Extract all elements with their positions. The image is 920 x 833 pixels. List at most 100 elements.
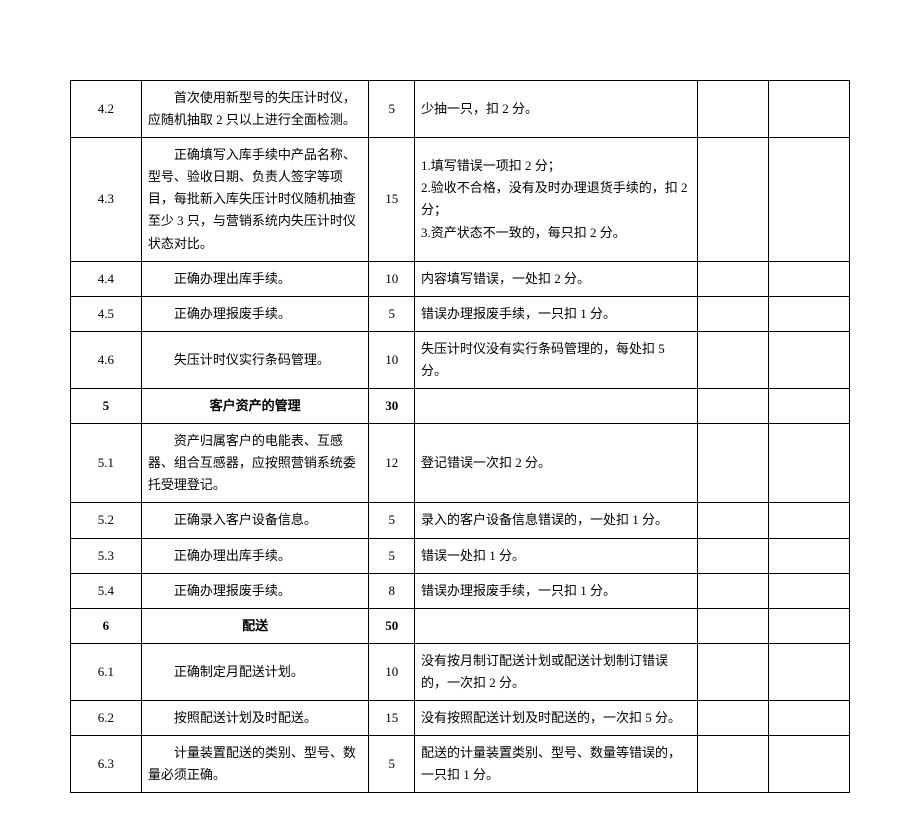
row-blank-1 <box>698 700 769 735</box>
row-id: 6.1 <box>71 643 142 700</box>
table-row: 5.4正确办理报废手续。8错误办理报废手续，一只扣 1 分。 <box>71 573 850 608</box>
row-blank-2 <box>769 573 850 608</box>
row-description: 配送 <box>141 608 369 643</box>
row-score: 12 <box>369 424 415 503</box>
row-score: 8 <box>369 573 415 608</box>
table-row: 6.2按照配送计划及时配送。15没有按照配送计划及时配送的，一次扣 5 分。 <box>71 700 850 735</box>
row-score: 5 <box>369 503 415 538</box>
table-row: 6配送50 <box>71 608 850 643</box>
row-id: 5 <box>71 389 142 424</box>
row-rule: 失压计时仪没有实行条码管理的，每处扣 5 分。 <box>414 331 697 388</box>
row-score: 30 <box>369 389 415 424</box>
row-blank-2 <box>769 81 850 138</box>
row-blank-2 <box>769 700 850 735</box>
row-description: 客户资产的管理 <box>141 389 369 424</box>
row-id: 4.2 <box>71 81 142 138</box>
row-blank-1 <box>698 81 769 138</box>
row-rule: 内容填写错误，一处扣 2 分。 <box>414 261 697 296</box>
row-blank-2 <box>769 424 850 503</box>
row-rule: 1.填写错误一项扣 2 分；2.验收不合格，没有及时办理退货手续的，扣 2 分；… <box>414 138 697 261</box>
row-blank-1 <box>698 138 769 261</box>
row-id: 6.3 <box>71 736 142 793</box>
row-description: 正确录入客户设备信息。 <box>141 503 369 538</box>
row-description: 正确办理出库手续。 <box>141 538 369 573</box>
row-blank-1 <box>698 608 769 643</box>
row-blank-1 <box>698 424 769 503</box>
row-description: 首次使用新型号的失压计时仪，应随机抽取 2 只以上进行全面检测。 <box>141 81 369 138</box>
row-rule <box>414 389 697 424</box>
row-blank-1 <box>698 296 769 331</box>
row-rule: 错误一处扣 1 分。 <box>414 538 697 573</box>
row-blank-2 <box>769 608 850 643</box>
row-rule: 错误办理报废手续，一只扣 1 分。 <box>414 573 697 608</box>
row-rule: 没有按月制订配送计划或配送计划制订错误的，一次扣 2 分。 <box>414 643 697 700</box>
row-description: 按照配送计划及时配送。 <box>141 700 369 735</box>
row-description: 正确办理出库手续。 <box>141 261 369 296</box>
row-description: 正确办理报废手续。 <box>141 573 369 608</box>
row-blank-2 <box>769 138 850 261</box>
row-id: 6 <box>71 608 142 643</box>
row-description: 计量装置配送的类别、型号、数量必须正确。 <box>141 736 369 793</box>
table-row: 5.2正确录入客户设备信息。5录入的客户设备信息错误的，一处扣 1 分。 <box>71 503 850 538</box>
row-score: 5 <box>369 736 415 793</box>
row-description: 失压计时仪实行条码管理。 <box>141 331 369 388</box>
row-id: 4.3 <box>71 138 142 261</box>
table-row: 4.5正确办理报废手续。5错误办理报废手续，一只扣 1 分。 <box>71 296 850 331</box>
row-score: 10 <box>369 331 415 388</box>
row-id: 5.4 <box>71 573 142 608</box>
row-rule <box>414 608 697 643</box>
row-id: 4.4 <box>71 261 142 296</box>
row-description: 正确办理报废手续。 <box>141 296 369 331</box>
row-rule: 少抽一只，扣 2 分。 <box>414 81 697 138</box>
row-rule: 登记错误一次扣 2 分。 <box>414 424 697 503</box>
row-rule: 错误办理报废手续，一只扣 1 分。 <box>414 296 697 331</box>
row-blank-2 <box>769 296 850 331</box>
table-row: 4.4正确办理出库手续。10内容填写错误，一处扣 2 分。 <box>71 261 850 296</box>
table-row: 4.3正确填写入库手续中产品名称、型号、验收日期、负责人签字等项目，每批新入库失… <box>71 138 850 261</box>
row-id: 4.5 <box>71 296 142 331</box>
row-blank-2 <box>769 538 850 573</box>
row-blank-2 <box>769 389 850 424</box>
row-score: 5 <box>369 81 415 138</box>
row-blank-2 <box>769 736 850 793</box>
row-id: 6.2 <box>71 700 142 735</box>
assessment-table: 4.2首次使用新型号的失压计时仪，应随机抽取 2 只以上进行全面检测。5少抽一只… <box>70 80 850 793</box>
row-rule: 没有按照配送计划及时配送的，一次扣 5 分。 <box>414 700 697 735</box>
row-id: 4.6 <box>71 331 142 388</box>
table-row: 4.2首次使用新型号的失压计时仪，应随机抽取 2 只以上进行全面检测。5少抽一只… <box>71 81 850 138</box>
row-score: 50 <box>369 608 415 643</box>
row-blank-2 <box>769 331 850 388</box>
row-blank-2 <box>769 643 850 700</box>
row-blank-2 <box>769 261 850 296</box>
row-score: 15 <box>369 700 415 735</box>
row-rule: 录入的客户设备信息错误的，一处扣 1 分。 <box>414 503 697 538</box>
row-score: 10 <box>369 261 415 296</box>
row-blank-1 <box>698 736 769 793</box>
row-blank-1 <box>698 573 769 608</box>
row-score: 5 <box>369 296 415 331</box>
row-blank-1 <box>698 331 769 388</box>
row-description: 正确制定月配送计划。 <box>141 643 369 700</box>
row-blank-1 <box>698 389 769 424</box>
row-id: 5.1 <box>71 424 142 503</box>
row-blank-1 <box>698 261 769 296</box>
table-row: 4.6失压计时仪实行条码管理。10失压计时仪没有实行条码管理的，每处扣 5 分。 <box>71 331 850 388</box>
row-blank-1 <box>698 643 769 700</box>
table-row: 6.3计量装置配送的类别、型号、数量必须正确。5配送的计量装置类别、型号、数量等… <box>71 736 850 793</box>
table-row: 5.3正确办理出库手续。5错误一处扣 1 分。 <box>71 538 850 573</box>
table-body: 4.2首次使用新型号的失压计时仪，应随机抽取 2 只以上进行全面检测。5少抽一只… <box>71 81 850 793</box>
row-score: 15 <box>369 138 415 261</box>
row-description: 正确填写入库手续中产品名称、型号、验收日期、负责人签字等项目，每批新入库失压计时… <box>141 138 369 261</box>
row-id: 5.3 <box>71 538 142 573</box>
row-rule: 配送的计量装置类别、型号、数量等错误的，一只扣 1 分。 <box>414 736 697 793</box>
table-row: 5.1资产归属客户的电能表、互感器、组合互感器，应按照营销系统委托受理登记。12… <box>71 424 850 503</box>
row-blank-1 <box>698 538 769 573</box>
row-score: 5 <box>369 538 415 573</box>
row-blank-2 <box>769 503 850 538</box>
table-row: 6.1正确制定月配送计划。10没有按月制订配送计划或配送计划制订错误的，一次扣 … <box>71 643 850 700</box>
row-id: 5.2 <box>71 503 142 538</box>
row-score: 10 <box>369 643 415 700</box>
row-description: 资产归属客户的电能表、互感器、组合互感器，应按照营销系统委托受理登记。 <box>141 424 369 503</box>
table-row: 5客户资产的管理30 <box>71 389 850 424</box>
row-blank-1 <box>698 503 769 538</box>
